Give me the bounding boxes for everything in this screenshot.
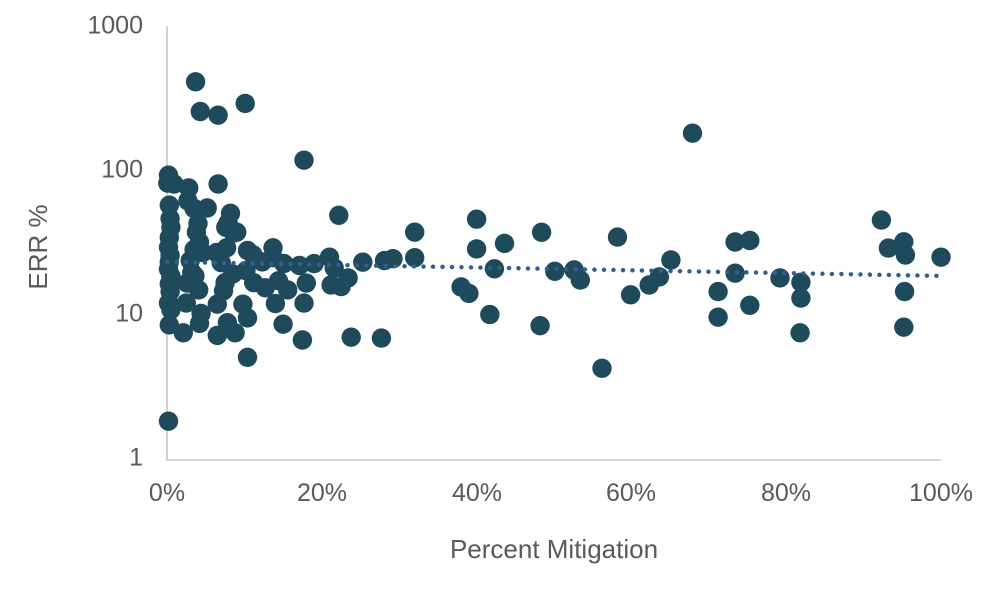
data-point <box>661 250 681 270</box>
data-point <box>371 328 392 348</box>
data-point <box>545 261 565 281</box>
x-tick-label-40%: 40% <box>451 479 503 507</box>
data-point <box>530 316 550 336</box>
x-axis-title: Percent Mitigation <box>449 534 659 564</box>
y-axis-title: ERR % <box>23 204 53 290</box>
data-point <box>227 222 247 242</box>
data-point <box>708 281 728 302</box>
data-point <box>725 232 745 252</box>
data-point <box>770 268 790 288</box>
data-point <box>871 210 892 230</box>
data-point <box>189 313 210 334</box>
data-point <box>176 293 196 313</box>
x-tick-label-100%: 100% <box>909 479 973 507</box>
data-point <box>341 327 361 347</box>
data-point <box>620 285 641 305</box>
data-point <box>278 280 298 300</box>
data-point <box>405 222 425 242</box>
data-point <box>894 281 915 302</box>
data-point <box>274 253 294 274</box>
data-point <box>531 222 552 242</box>
data-point <box>459 283 479 304</box>
data-point <box>185 72 206 92</box>
data-point <box>235 93 255 114</box>
data-point <box>740 295 760 315</box>
data-point <box>208 105 228 125</box>
data-point <box>190 101 210 122</box>
y-tick-label-1: 1 <box>129 443 143 472</box>
x-tick-label-20%: 20% <box>296 479 348 507</box>
y-tick-label-10: 10 <box>115 299 143 328</box>
data-point <box>570 270 590 290</box>
data-point <box>173 323 193 343</box>
y-tick-label-100: 100 <box>101 155 143 184</box>
data-point <box>329 205 349 225</box>
data-point <box>237 347 258 367</box>
data-point <box>894 317 914 337</box>
data-point <box>207 294 227 314</box>
data-point <box>294 293 314 313</box>
data-point <box>383 249 403 269</box>
data-point <box>304 253 324 274</box>
data-point <box>484 259 505 279</box>
data-point <box>273 314 293 334</box>
data-point <box>466 209 487 229</box>
data-point <box>338 268 358 288</box>
data-point <box>197 198 217 218</box>
data-point <box>237 308 258 328</box>
data-point <box>740 230 760 251</box>
trend-line <box>164 259 944 279</box>
x-tick-label-60%: 60% <box>605 479 657 507</box>
data-point <box>292 330 313 350</box>
data-point <box>682 123 703 143</box>
data-point <box>296 273 316 293</box>
axis-lines <box>166 26 941 461</box>
data-point <box>164 174 184 194</box>
data-point <box>158 411 179 431</box>
data-point <box>189 280 209 300</box>
data-point <box>353 252 373 272</box>
data-point <box>208 174 228 194</box>
data-point <box>931 247 951 267</box>
data-point <box>225 323 245 343</box>
x-tick-label-0%: 0% <box>148 479 186 507</box>
data-point <box>294 150 314 170</box>
data-point <box>790 323 810 343</box>
data-point <box>791 288 811 308</box>
data-point <box>649 267 669 287</box>
data-point <box>265 293 286 314</box>
y-tick-label-1000: 1000 <box>87 11 143 40</box>
data-point <box>878 238 899 258</box>
data-point <box>895 245 916 265</box>
data-point <box>480 304 500 325</box>
data-point <box>592 358 612 378</box>
data-point <box>791 272 811 292</box>
data-point <box>494 233 515 254</box>
data-point <box>161 300 181 320</box>
data-point <box>405 248 425 268</box>
data-point <box>607 227 628 247</box>
x-tick-label-80%: 80% <box>760 479 812 507</box>
data-point <box>466 239 487 259</box>
data-point <box>207 325 227 346</box>
data-point <box>708 307 728 327</box>
